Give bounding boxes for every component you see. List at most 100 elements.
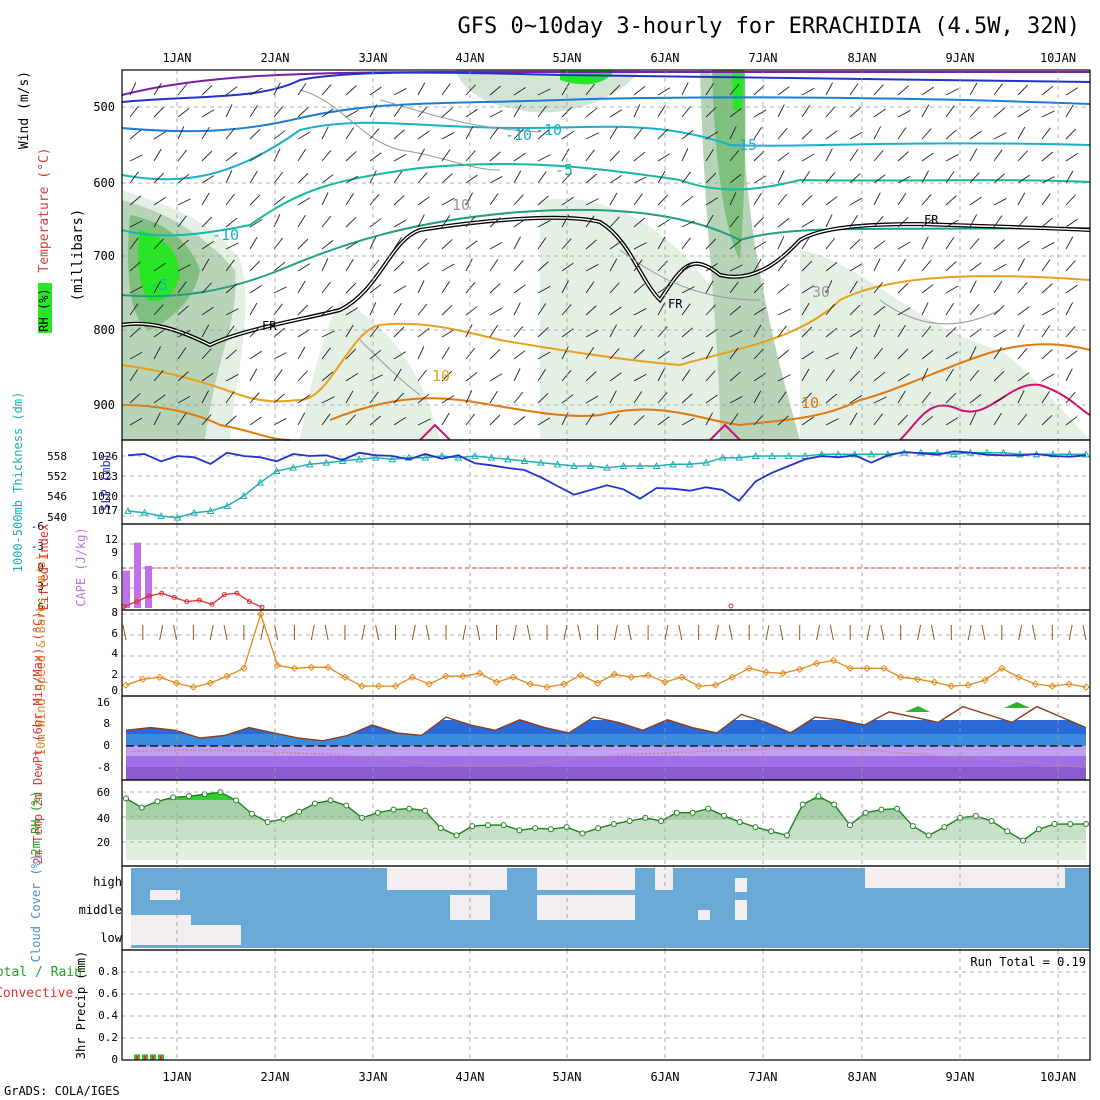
rh-point [484,822,491,829]
cloud-clear-block [698,910,710,920]
wind-barb [705,148,714,162]
wind-barb [273,286,287,294]
wind-barb [921,152,934,162]
temp-band [126,756,1086,767]
rh-point [579,830,586,837]
wind-tick: 8 [111,606,118,619]
wind-barb [201,109,215,118]
wind-speed-point [459,672,467,680]
wind-barb [537,129,550,140]
wind-barb [753,85,765,96]
wind-barb [873,215,884,228]
wind-barb [657,260,668,272]
contour-label: -10 [535,121,562,139]
wind-barb [425,624,430,641]
wind-barb [1017,240,1030,250]
wind-barb [705,412,713,426]
wind-barb [153,196,166,206]
wind-barb [129,286,143,294]
temp-mask [126,706,1086,741]
wind-barb [513,325,524,338]
thickness-point [223,501,231,509]
wind-barb [729,215,739,228]
wind-barb [633,151,646,162]
thickness-point [586,461,595,469]
cape-tick: 12 [105,533,118,546]
wind-speed-point [694,682,703,690]
thickness-point [883,450,892,458]
wind-barb [537,417,551,426]
rh-point [783,832,790,839]
rh-point [170,794,177,801]
wind-barb [225,152,238,162]
wind-barb [1017,150,1028,162]
wind-barb [345,324,354,338]
rh-point [154,798,161,805]
wind-speed-point [745,664,753,673]
wind-barb [225,193,235,206]
thickness-point [520,456,529,464]
upper-air-panel: 500 600 700 800 900 -10 -5 -15 -10 -5 10 -10 30 10 10 F… [93,69,1091,441]
wind-barb [321,84,332,96]
temperature-axis-label: Temperature (°C) [37,147,52,272]
isotherm-line [121,275,1091,403]
wind-barb [849,149,859,162]
rh-band [126,820,1086,840]
wind-barb [441,173,453,184]
wind-tick: 6 [111,627,118,640]
precip-convective-legend: Convective [0,986,73,1001]
rh-point [909,823,916,830]
wind-barb [274,624,279,641]
li-line [123,592,263,608]
rh-point [406,805,413,812]
run-total-label: Run Total = 0.19 [970,955,1086,969]
contour-label: 10 [432,367,450,385]
wind-barb [441,83,451,96]
wind-barb [369,391,379,404]
wind-barb [729,126,737,140]
wind-barb [829,624,834,641]
wind-barb [1041,325,1051,338]
wind-barb [465,306,478,316]
wind-barb [129,327,141,338]
wind-barb [993,149,1003,162]
rh-contour [359,339,421,396]
wind-barb [345,193,355,206]
wind-barb [705,197,719,206]
wind-barb [993,263,1007,272]
wind-barb [1017,174,1030,184]
wind-barb [1017,282,1028,294]
precip-tick: 0.8 [98,965,118,978]
rh-point [500,822,507,829]
wind-barb [657,128,669,140]
wind-barb [489,414,501,426]
wind-barb [849,394,862,404]
wind-barb [465,347,476,360]
wind-speed-point [897,673,905,681]
wind-barb [153,262,166,272]
thickness-point [619,461,628,469]
wind-barb [159,624,164,641]
wind-barb [177,198,191,206]
wind-barb [393,237,403,250]
wind-barb [945,285,959,294]
rh-point [469,823,476,830]
thickness-point [652,461,661,469]
wind-barb [993,370,1005,382]
wind-barb [825,106,836,118]
wind-barb [633,391,643,404]
wind-barb [393,129,405,140]
rh-point [768,828,775,835]
cloud-clear-block [735,900,747,920]
top-day-label: 8JAN [848,51,877,65]
wind-barb [681,303,691,316]
thickness-point [867,450,876,458]
wind-barb [297,280,306,294]
wind-barb [249,302,258,316]
wind-barb [609,348,620,360]
rh-point [138,804,145,811]
wind-barb [921,391,931,404]
wind-barb [897,127,907,140]
bottom-day-label: 10JAN [1040,1070,1076,1084]
wind-barb [633,217,646,228]
